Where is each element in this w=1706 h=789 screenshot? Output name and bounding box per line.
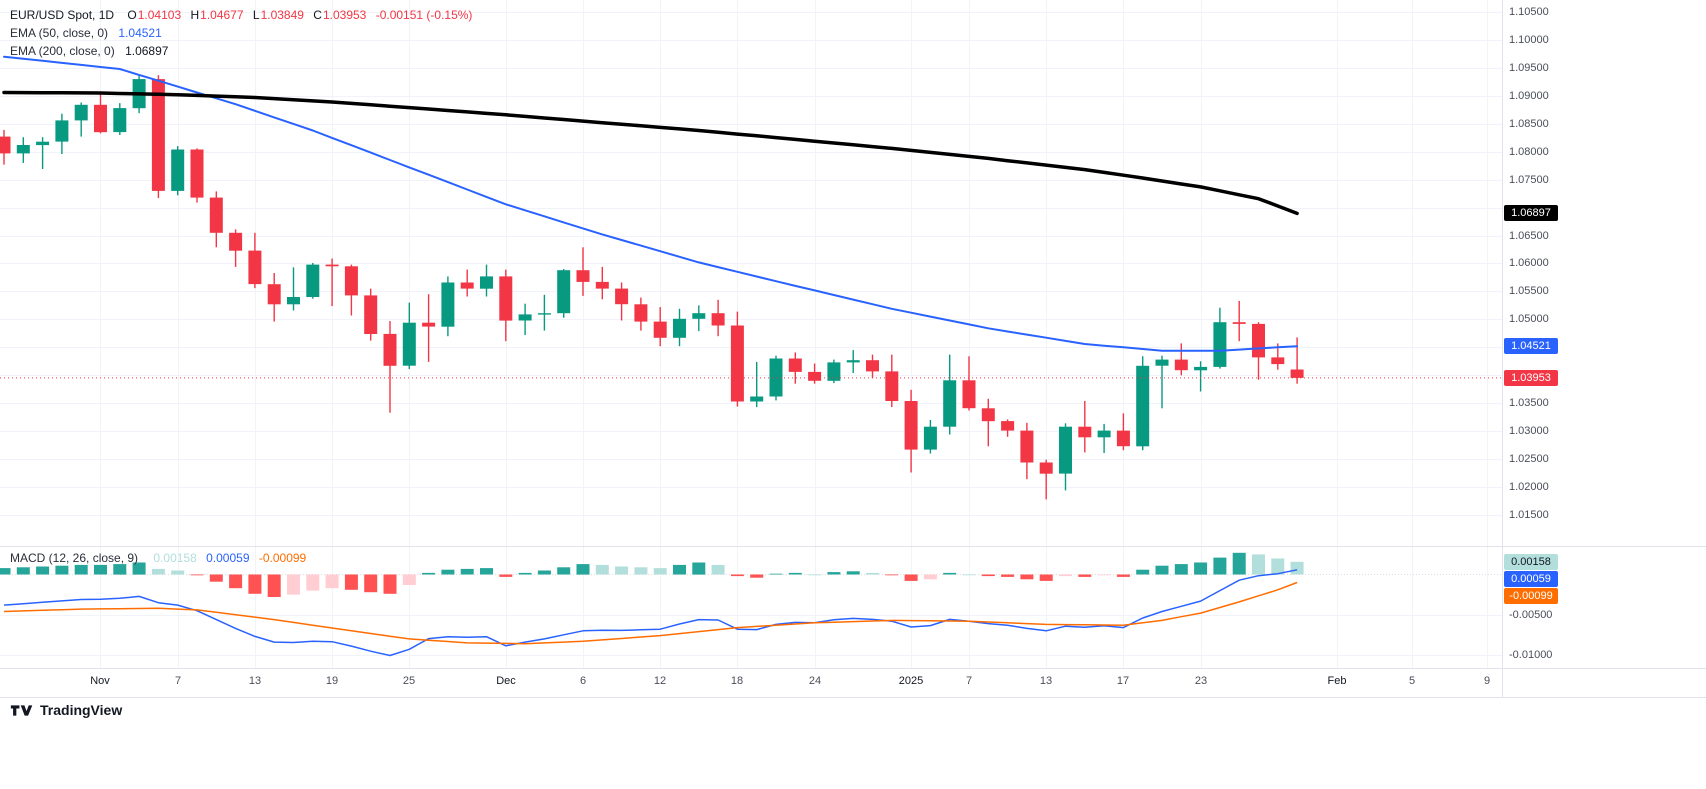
macd-hist-value: 0.00158 [153,551,197,565]
ema50-row: EMA (50, close, 0) 1.04521 [10,24,472,42]
pane-separator[interactable] [0,546,1706,547]
tradingview-attribution-link[interactable]: TradingView [10,702,122,718]
macd-row: MACD (12, 26, close, 9) 0.00158 0.00059 … [10,549,306,567]
ema50-value: 1.04521 [118,26,162,40]
open-value: 1.04103 [137,8,182,22]
price-axis-label: 1.02500 [1509,453,1549,465]
time-axis-label: 24 [808,675,822,687]
time-axis-label: 9 [1483,675,1491,687]
price-axis-label: 1.06500 [1509,230,1549,242]
price-axis-label: 1.09500 [1509,62,1549,74]
change-value: -0.00151 (-0.15%) [375,8,473,22]
price-axis[interactable]: 1.10500 1.10000 1.09500 1.09000 1.08500 1.080… [1503,0,1705,697]
price-axis-label: 1.03500 [1509,397,1549,409]
candles-series [0,75,1304,500]
ema50-label[interactable]: EMA (50, close, 0) [10,26,109,40]
time-axis-label: 12 [653,675,667,687]
high-label: H [190,8,200,22]
macd-axis-label: -0.00500 [1509,609,1553,621]
time-axis-label: 17 [1116,675,1130,687]
low-label: L [252,8,260,22]
close-label: C [313,8,322,22]
macd-label[interactable]: MACD (12, 26, close, 9) [10,551,139,565]
time-axis-label: 25 [402,675,416,687]
price-axis-label: 1.08500 [1509,118,1549,130]
macd-signal-line [3,581,1298,645]
macd-histogram [0,552,1304,597]
close-value: 1.03953 [322,8,367,22]
ema200-row: EMA (200, close, 0) 1.06897 [10,42,472,60]
tradingview-logo-icon [10,704,33,716]
price-axis-border [1502,0,1503,697]
price-axis-label: 1.05500 [1509,285,1549,297]
symbol-row: EUR/USD Spot, 1D O1.04103 H1.04677 L1.03… [10,6,472,24]
macd-line [3,569,1298,657]
time-axis-label: 7 [174,675,182,687]
price-axis-label: 1.01500 [1509,509,1549,521]
macd-signal-value: -0.00099 [258,551,307,565]
symbol-title[interactable]: EUR/USD Spot, 1D [10,8,115,22]
macd-badge: -0.00099 [1504,588,1558,604]
price-axis-label: 1.08000 [1509,146,1549,158]
tradingview-brand-text: TradingView [40,702,123,718]
macd-axis-label: -0.01000 [1509,649,1553,661]
macd-badge: 0.00158 [1504,554,1558,570]
time-axis[interactable]: Nov 7 13 19 25 Dec 6 12 18 24 2025 7 13 17 23 Feb 5 9 [0,668,1502,697]
time-axis-label: 18 [730,675,744,687]
price-axis-label: 1.03000 [1509,425,1549,437]
chart-canvas[interactable] [0,0,1502,668]
time-axis-label: Dec [496,675,516,687]
price-axis-label: 1.05000 [1509,313,1549,325]
ema200-line [2,90,1299,216]
symbol-legend: EUR/USD Spot, 1D O1.04103 H1.04677 L1.03… [10,6,472,60]
price-badge: 1.03953 [1504,370,1558,386]
open-label: O [127,8,137,22]
time-axis-label: 23 [1194,675,1208,687]
price-axis-label: 1.02000 [1509,481,1549,493]
macd-badge: 0.00059 [1504,571,1558,587]
price-axis-label: 1.06000 [1509,257,1549,269]
time-axis-label: Feb [1327,675,1347,687]
macd-line-value: 0.00059 [206,551,250,565]
price-axis-label: 1.09000 [1509,90,1549,102]
ema200-value: 1.06897 [125,44,169,58]
grid [0,0,1502,668]
price-badge: 1.06897 [1504,205,1558,221]
time-axis-label: Nov [90,675,110,687]
time-axis-label: 13 [248,675,262,687]
time-axis-label: 19 [325,675,339,687]
price-axis-label: 1.07500 [1509,174,1549,186]
price-axis-label: 1.10000 [1509,34,1549,46]
low-value: 1.03849 [260,8,304,22]
macd-legend: MACD (12, 26, close, 9) 0.00158 0.00059 … [10,549,306,567]
time-axis-label: 7 [965,675,973,687]
ema50-line [3,55,1299,352]
ema200-label[interactable]: EMA (200, close, 0) [10,44,115,58]
time-axis-label: 2025 [898,675,924,687]
time-axis-label: 13 [1039,675,1053,687]
time-axis-border [0,668,1706,669]
chart-bottom-border [0,697,1706,698]
price-badge: 1.04521 [1504,338,1558,354]
price-axis-label: 1.10500 [1509,6,1549,18]
time-axis-label: 5 [1408,675,1416,687]
high-value: 1.04677 [200,8,244,22]
time-axis-label: 6 [579,675,587,687]
